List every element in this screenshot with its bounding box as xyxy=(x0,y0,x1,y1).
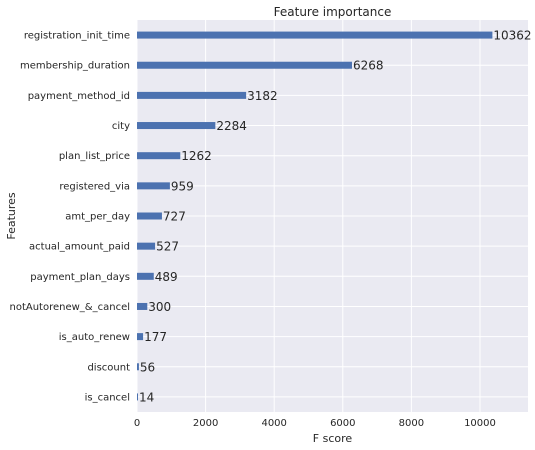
bar xyxy=(137,212,162,220)
bar xyxy=(137,333,144,341)
y-tick-label: city xyxy=(112,121,130,132)
bar xyxy=(137,91,247,99)
bar xyxy=(137,272,154,280)
chart-title: Feature importance xyxy=(274,5,392,19)
x-tick-label: 10000 xyxy=(464,418,496,429)
x-tick-labels: 0 2000 4000 6000 8000 10000 xyxy=(134,418,496,429)
bar-value-label: 300 xyxy=(148,300,171,314)
bar-value-label: 14 xyxy=(139,390,154,404)
bar xyxy=(137,393,138,401)
bar xyxy=(137,182,170,190)
bar xyxy=(137,122,216,130)
y-tick-label: registration_init_time xyxy=(24,31,130,42)
x-tick-label: 0 xyxy=(134,418,140,429)
bar-value-label: 56 xyxy=(140,360,155,374)
bars xyxy=(137,31,493,401)
y-tick-label: notAutorenew_&_cancel xyxy=(10,302,131,313)
y-tick-label: registered_via xyxy=(59,181,130,192)
x-tick-label: 2000 xyxy=(193,418,218,429)
value-labels: 10362 6268 3182 2284 1262 959 727 527 489 300 177 5… xyxy=(139,29,532,405)
bar xyxy=(137,302,148,310)
bar-value-label: 527 xyxy=(156,240,179,254)
bar xyxy=(137,31,493,39)
y-tick-label: discount xyxy=(87,362,130,373)
y-tick-label: actual_amount_paid xyxy=(29,242,130,253)
x-axis-title: F score xyxy=(313,432,353,445)
bar xyxy=(137,152,181,160)
bar-value-label: 1262 xyxy=(181,149,212,163)
bar-value-label: 727 xyxy=(163,210,186,224)
x-tick-label: 6000 xyxy=(330,418,355,429)
bar xyxy=(137,242,156,250)
bar-value-label: 2284 xyxy=(216,119,247,133)
y-tick-label: is_auto_renew xyxy=(59,332,130,343)
y-tick-label: membership_duration xyxy=(20,61,130,72)
y-tick-labels: registration_init_time membership_duratio… xyxy=(10,31,131,404)
bar-value-label: 177 xyxy=(144,330,167,344)
bar-value-label: 959 xyxy=(171,179,194,193)
y-tick-label: plan_list_price xyxy=(59,151,130,162)
y-tick-label: payment_plan_days xyxy=(30,272,130,283)
x-tick-label: 4000 xyxy=(261,418,286,429)
bar-value-label: 489 xyxy=(155,270,178,284)
bar xyxy=(137,363,139,371)
x-tick-label: 8000 xyxy=(399,418,424,429)
y-tick-label: amt_per_day xyxy=(65,212,130,223)
bar xyxy=(137,61,352,69)
bar-value-label: 10362 xyxy=(493,29,531,43)
bar-value-label: 3182 xyxy=(247,89,278,103)
bar-value-label: 6268 xyxy=(353,59,384,73)
y-tick-label: payment_method_id xyxy=(28,91,130,102)
y-tick-label: is_cancel xyxy=(85,392,130,403)
y-axis-title: Features xyxy=(5,192,18,240)
